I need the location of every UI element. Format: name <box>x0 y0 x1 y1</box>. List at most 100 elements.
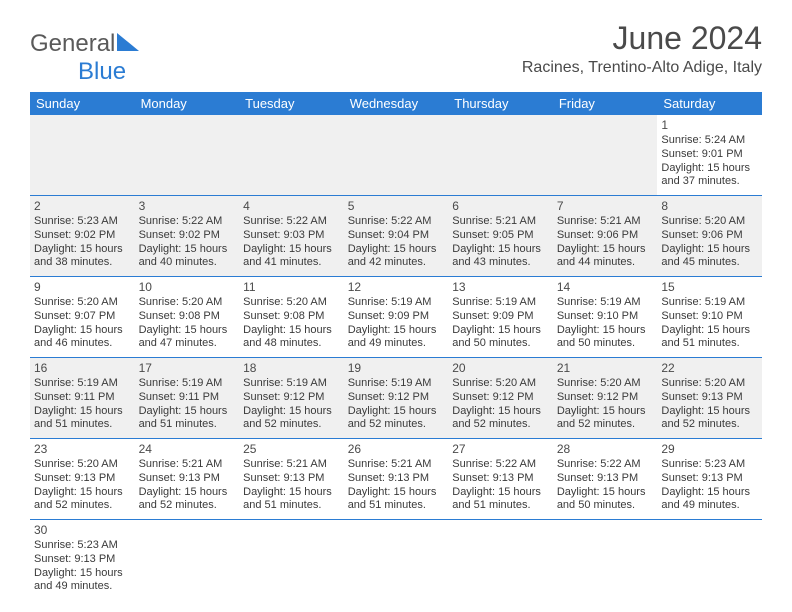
day-number: 21 <box>557 361 654 376</box>
daylight-text: Daylight: 15 hours and 52 minutes. <box>243 405 340 433</box>
sunset-text: Sunset: 9:13 PM <box>34 553 131 567</box>
title-block: June 2024 Racines, Trentino-Alto Adige, … <box>522 20 762 77</box>
day-number: 18 <box>243 361 340 376</box>
calendar-week: 30Sunrise: 5:23 AMSunset: 9:13 PMDayligh… <box>30 520 762 601</box>
day-number: 11 <box>243 280 340 295</box>
sunrise-text: Sunrise: 5:19 AM <box>139 377 236 391</box>
sunset-text: Sunset: 9:02 PM <box>139 229 236 243</box>
day-number: 9 <box>34 280 131 295</box>
calendar-cell <box>135 520 240 601</box>
daylight-text: Daylight: 15 hours and 49 minutes. <box>348 324 445 352</box>
sunrise-text: Sunrise: 5:22 AM <box>348 215 445 229</box>
sunset-text: Sunset: 9:03 PM <box>243 229 340 243</box>
month-title: June 2024 <box>522 20 762 57</box>
sunrise-text: Sunrise: 5:20 AM <box>557 377 654 391</box>
daylight-text: Daylight: 15 hours and 51 minutes. <box>139 405 236 433</box>
sunrise-text: Sunrise: 5:21 AM <box>557 215 654 229</box>
calendar-cell <box>239 115 344 196</box>
calendar-cell: 12Sunrise: 5:19 AMSunset: 9:09 PMDayligh… <box>344 277 449 358</box>
calendar-cell: 15Sunrise: 5:19 AMSunset: 9:10 PMDayligh… <box>657 277 762 358</box>
sunset-text: Sunset: 9:01 PM <box>661 148 758 162</box>
calendar-cell <box>657 520 762 601</box>
calendar-cell <box>448 520 553 601</box>
daylight-text: Daylight: 15 hours and 45 minutes. <box>661 243 758 271</box>
day-header: Monday <box>135 92 240 115</box>
day-number: 3 <box>139 199 236 214</box>
day-number: 30 <box>34 523 131 538</box>
brand-text-1: General <box>30 30 115 57</box>
brand-sail-icon <box>117 30 139 57</box>
day-header: Saturday <box>657 92 762 115</box>
day-number: 4 <box>243 199 340 214</box>
sunrise-text: Sunrise: 5:21 AM <box>139 458 236 472</box>
calendar-cell: 16Sunrise: 5:19 AMSunset: 9:11 PMDayligh… <box>30 358 135 439</box>
sunrise-text: Sunrise: 5:19 AM <box>243 377 340 391</box>
sunrise-text: Sunrise: 5:20 AM <box>661 377 758 391</box>
sunset-text: Sunset: 9:09 PM <box>348 310 445 324</box>
day-number: 16 <box>34 361 131 376</box>
sunrise-text: Sunrise: 5:21 AM <box>243 458 340 472</box>
sunset-text: Sunset: 9:13 PM <box>557 472 654 486</box>
sunrise-text: Sunrise: 5:23 AM <box>34 539 131 553</box>
daylight-text: Daylight: 15 hours and 46 minutes. <box>34 324 131 352</box>
calendar-cell <box>448 115 553 196</box>
calendar-cell: 11Sunrise: 5:20 AMSunset: 9:08 PMDayligh… <box>239 277 344 358</box>
sunrise-text: Sunrise: 5:19 AM <box>348 377 445 391</box>
location: Racines, Trentino-Alto Adige, Italy <box>522 59 762 77</box>
daylight-text: Daylight: 15 hours and 51 minutes. <box>243 486 340 514</box>
daylight-text: Daylight: 15 hours and 51 minutes. <box>452 486 549 514</box>
calendar-cell: 21Sunrise: 5:20 AMSunset: 9:12 PMDayligh… <box>553 358 658 439</box>
sunrise-text: Sunrise: 5:24 AM <box>661 134 758 148</box>
sunrise-text: Sunrise: 5:21 AM <box>452 215 549 229</box>
daylight-text: Daylight: 15 hours and 50 minutes. <box>557 324 654 352</box>
day-header: Thursday <box>448 92 553 115</box>
calendar-cell: 20Sunrise: 5:20 AMSunset: 9:12 PMDayligh… <box>448 358 553 439</box>
calendar-week: 9Sunrise: 5:20 AMSunset: 9:07 PMDaylight… <box>30 277 762 358</box>
day-number: 10 <box>139 280 236 295</box>
brand-text-2: Blue <box>78 58 126 85</box>
calendar-cell <box>30 115 135 196</box>
day-number: 28 <box>557 442 654 457</box>
calendar-cell: 2Sunrise: 5:23 AMSunset: 9:02 PMDaylight… <box>30 196 135 277</box>
calendar-week: 1Sunrise: 5:24 AMSunset: 9:01 PMDaylight… <box>30 115 762 196</box>
calendar-cell: 7Sunrise: 5:21 AMSunset: 9:06 PMDaylight… <box>553 196 658 277</box>
daylight-text: Daylight: 15 hours and 52 minutes. <box>452 405 549 433</box>
sunrise-text: Sunrise: 5:20 AM <box>243 296 340 310</box>
calendar-cell <box>553 520 658 601</box>
sunset-text: Sunset: 9:10 PM <box>661 310 758 324</box>
day-number: 1 <box>661 118 758 133</box>
day-number: 22 <box>661 361 758 376</box>
calendar-cell: 23Sunrise: 5:20 AMSunset: 9:13 PMDayligh… <box>30 439 135 520</box>
day-number: 17 <box>139 361 236 376</box>
calendar-cell: 1Sunrise: 5:24 AMSunset: 9:01 PMDaylight… <box>657 115 762 196</box>
calendar-cell: 29Sunrise: 5:23 AMSunset: 9:13 PMDayligh… <box>657 439 762 520</box>
brand-text: General Blue <box>30 30 139 86</box>
brand-logo: General Blue <box>30 30 139 86</box>
calendar-cell: 25Sunrise: 5:21 AMSunset: 9:13 PMDayligh… <box>239 439 344 520</box>
sunset-text: Sunset: 9:06 PM <box>557 229 654 243</box>
sunrise-text: Sunrise: 5:19 AM <box>34 377 131 391</box>
daylight-text: Daylight: 15 hours and 38 minutes. <box>34 243 131 271</box>
day-number: 27 <box>452 442 549 457</box>
daylight-text: Daylight: 15 hours and 49 minutes. <box>34 567 131 595</box>
sunrise-text: Sunrise: 5:21 AM <box>348 458 445 472</box>
calendar-cell: 26Sunrise: 5:21 AMSunset: 9:13 PMDayligh… <box>344 439 449 520</box>
sunset-text: Sunset: 9:09 PM <box>452 310 549 324</box>
day-header-row: Sunday Monday Tuesday Wednesday Thursday… <box>30 92 762 115</box>
sunrise-text: Sunrise: 5:22 AM <box>452 458 549 472</box>
daylight-text: Daylight: 15 hours and 44 minutes. <box>557 243 654 271</box>
sunset-text: Sunset: 9:07 PM <box>34 310 131 324</box>
calendar-cell: 19Sunrise: 5:19 AMSunset: 9:12 PMDayligh… <box>344 358 449 439</box>
sunrise-text: Sunrise: 5:23 AM <box>661 458 758 472</box>
daylight-text: Daylight: 15 hours and 47 minutes. <box>139 324 236 352</box>
calendar-cell: 14Sunrise: 5:19 AMSunset: 9:10 PMDayligh… <box>553 277 658 358</box>
sunset-text: Sunset: 9:13 PM <box>139 472 236 486</box>
sunset-text: Sunset: 9:04 PM <box>348 229 445 243</box>
day-number: 29 <box>661 442 758 457</box>
day-number: 23 <box>34 442 131 457</box>
calendar-cell <box>135 115 240 196</box>
daylight-text: Daylight: 15 hours and 50 minutes. <box>452 324 549 352</box>
day-number: 14 <box>557 280 654 295</box>
day-number: 26 <box>348 442 445 457</box>
sunrise-text: Sunrise: 5:19 AM <box>452 296 549 310</box>
